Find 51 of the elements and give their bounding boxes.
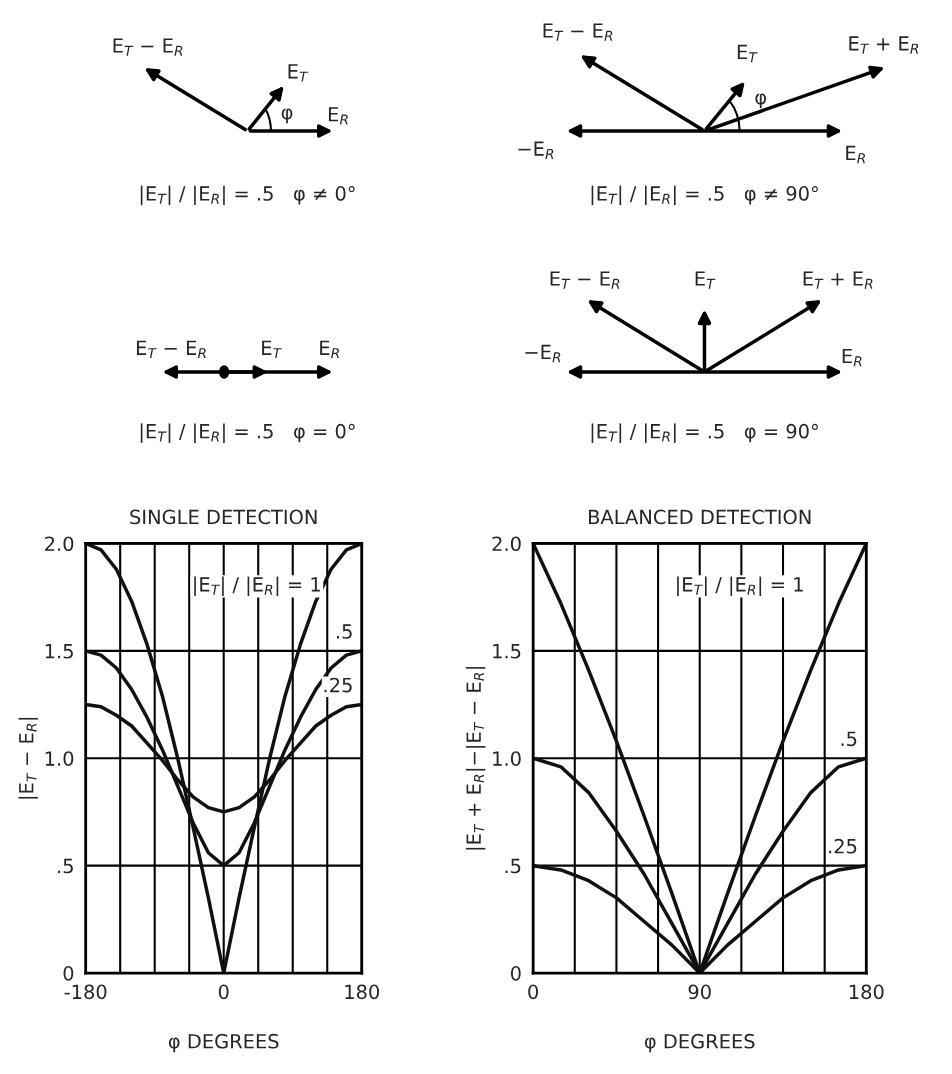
text: E$_{T}$ − E$_{R}$	[550, 271, 620, 289]
text: |E$_{T}$| / |E$_{R}$| = .5 φ ≠ 90°	[591, 185, 818, 206]
text: E$_{T}$	[262, 340, 282, 359]
y-tick-label: 2.0	[492, 536, 521, 552]
text: E$_{T}$ − E$_{R}$	[113, 38, 183, 56]
y-tick-label: 2.0	[45, 536, 74, 552]
x-tick-label: 0	[218, 984, 229, 1000]
text: E$_{T}$ − E$_{R}$	[137, 340, 206, 359]
annotation: |E$_{T}$| / |E$_{R}$| = 1	[194, 576, 320, 597]
annotation: |E$_{T}$| / |E$_{R}$| = 1	[677, 576, 803, 597]
annotation: .25	[829, 838, 857, 854]
y-tick-label: 0	[63, 966, 74, 981]
y-axis-title: |E$_{T}$ − E$_{R}$|	[18, 717, 38, 799]
annotation: .25	[324, 677, 352, 693]
y-tick-label: 1.0	[45, 751, 74, 766]
x-tick-label: 180	[345, 984, 380, 1000]
text: E$_{T}$	[288, 64, 309, 82]
text: φ	[755, 93, 767, 109]
y-tick-label: 1.5	[45, 644, 73, 659]
x-axis-title: φ DEGREES	[644, 1033, 755, 1053]
text: E$_{R}$	[846, 145, 865, 164]
y-tick-label: .5	[505, 858, 521, 874]
text: −E$_{R}$	[518, 141, 554, 159]
y-tick-label: 0	[510, 966, 521, 981]
text: |E$_{T}$| / |E$_{R}$| = .5 φ = 90°	[591, 423, 818, 443]
text: E$_{R}$	[320, 340, 339, 359]
y-tick-label: 1.5	[493, 644, 521, 659]
line-series	[85, 543, 362, 974]
text: φ	[281, 108, 293, 124]
x-axis-title: φ DEGREES	[168, 1033, 279, 1053]
x-tick-label: 0	[528, 984, 539, 1000]
text: |E$_{T}$ + E$_{R}$|−|E$_{T}$ − E$_{R}$|	[465, 667, 486, 850]
text: E$_{T}$ − E$_{R}$	[543, 23, 613, 41]
text: E$_{T}$ + E$_{R}$	[803, 271, 873, 289]
text: |E$_{T}$| / |E$_{R}$| = .5 φ ≠ 0°	[140, 185, 355, 206]
chart-title: SINGLE DETECTION	[130, 509, 317, 525]
text: E$_{R}$	[328, 107, 348, 125]
x-tick-label: 180	[849, 984, 884, 1000]
x-tick-label: -180	[64, 984, 107, 1000]
text: E$_{T}$	[737, 44, 758, 63]
text: E$_{R}$	[842, 348, 862, 367]
chart-title: BALANCED DETECTION	[589, 509, 811, 525]
x-tick-label: 90	[688, 984, 711, 1000]
text: E$_{T}$	[695, 271, 716, 289]
text: −E$_{R}$	[525, 344, 561, 363]
text: |E$_{T}$| / |E$_{R}$| = .5 φ = 0°	[140, 423, 355, 443]
y-tick-label: 1.0	[493, 751, 521, 766]
text: E$_{T}$ + E$_{R}$	[849, 36, 919, 54]
annotation: .5	[841, 731, 857, 747]
annotation: .5	[336, 624, 352, 639]
y-tick-label: .5	[58, 858, 73, 874]
